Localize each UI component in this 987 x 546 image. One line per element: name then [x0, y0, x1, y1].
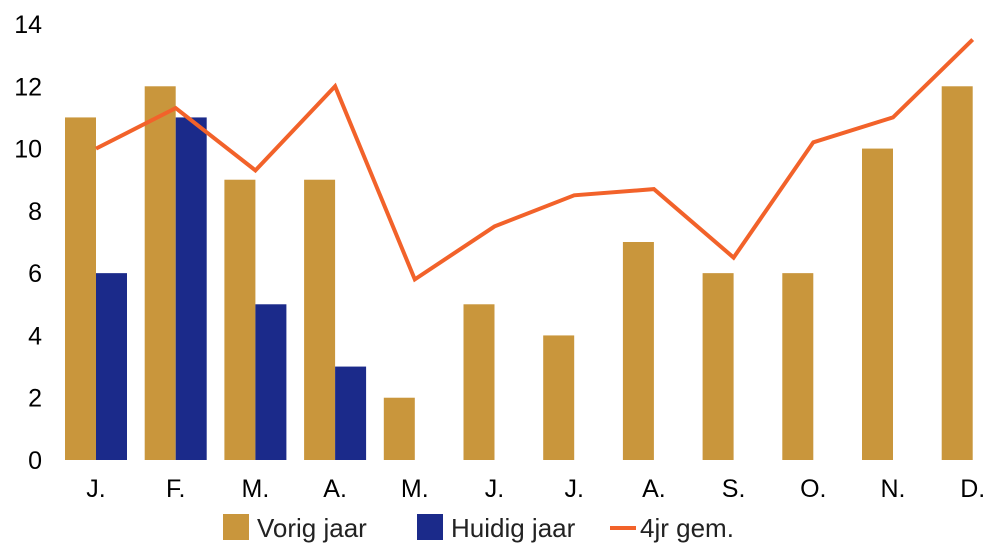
y-tick-label: 4 [28, 322, 42, 350]
bar-huidig-jaar-2 [175, 117, 207, 460]
x-tick-label: J. [485, 475, 504, 503]
legend-label: 4jr gem. [640, 513, 734, 543]
x-tick-label: M. [401, 475, 429, 503]
bar-vorig-jaar-11 [862, 148, 893, 461]
y-tick-label: 12 [14, 73, 42, 101]
y-tick-label: 10 [14, 136, 42, 164]
y-tick-label: 6 [28, 260, 42, 288]
bars [65, 86, 973, 461]
line-layer [95, 38, 975, 283]
bar-vorig-jaar-3 [224, 179, 256, 460]
x-axis: J. F. M. A. M. J. J. A. S. O. N. D. [86, 475, 985, 503]
bar-huidig-jaar-1 [96, 273, 127, 460]
x-tick-label: A. [323, 475, 347, 503]
x-tick-label: J. [564, 475, 583, 503]
y-tick-label: 0 [28, 447, 42, 475]
legend: Vorig jaar Huidig jaar 4jr gem. [223, 513, 734, 543]
x-tick-label: F. [166, 475, 185, 503]
bar-vorig-jaar-5 [383, 397, 415, 460]
y-axis: 0 2 4 6 8 10 12 14 [14, 11, 42, 475]
bar-vorig-jaar-2 [144, 86, 176, 461]
x-tick-label: O. [800, 475, 826, 503]
bar-huidig-jaar-3 [255, 304, 287, 460]
bar-vorig-jaar-4 [304, 179, 336, 460]
y-tick-label: 14 [14, 11, 42, 39]
line-series-4jr-gem [95, 38, 975, 283]
x-tick-label: J. [86, 475, 105, 503]
y-tick-label: 8 [28, 198, 42, 226]
bar-vorig-jaar-12 [941, 86, 973, 461]
legend-swatch [417, 514, 443, 540]
bar-vorig-jaar-1 [65, 117, 96, 460]
x-tick-label: N. [881, 475, 906, 503]
legend-swatch [223, 514, 249, 540]
bar-vorig-jaar-8 [622, 242, 654, 460]
x-tick-label: S. [722, 475, 746, 503]
y-tick-label: 2 [28, 385, 42, 413]
x-tick-label: M. [242, 475, 270, 503]
x-tick-label: D. [960, 475, 985, 503]
bar-vorig-jaar-9 [702, 273, 734, 460]
bar-vorig-jaar-6 [463, 304, 495, 460]
bar-huidig-jaar-4 [335, 366, 367, 460]
bar-vorig-jaar-10 [782, 273, 814, 460]
x-tick-label: A. [642, 475, 666, 503]
bar-vorig-jaar-7 [543, 335, 575, 460]
legend-label: Vorig jaar [257, 513, 367, 543]
legend-label: Huidig jaar [451, 513, 576, 543]
